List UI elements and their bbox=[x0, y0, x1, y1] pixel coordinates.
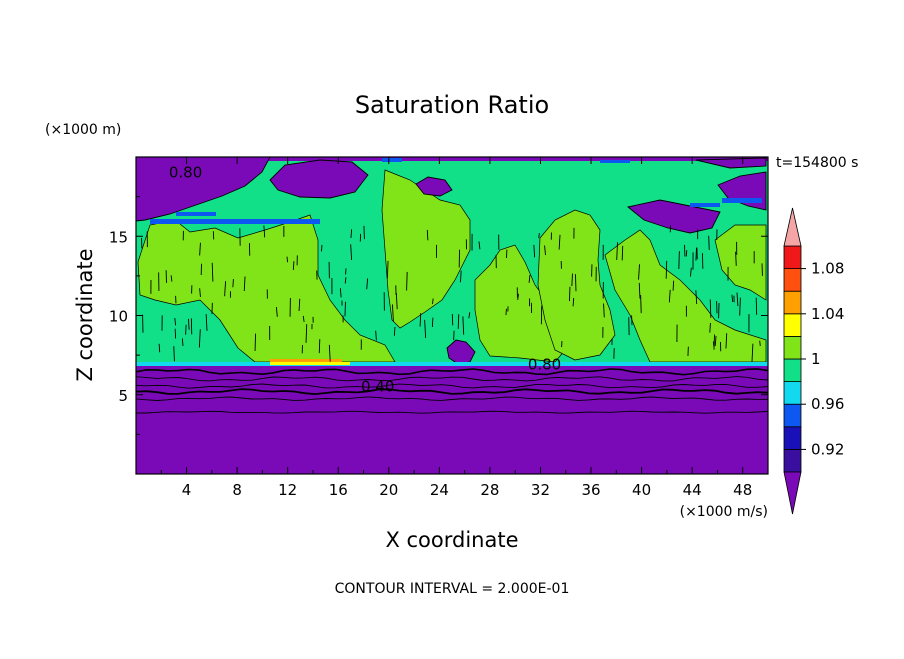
x-tick-label: 24 bbox=[430, 481, 449, 499]
fringe-blue bbox=[150, 219, 320, 224]
streak-contour bbox=[394, 327, 395, 336]
streak-contour bbox=[622, 246, 623, 261]
colorbar-segment bbox=[784, 449, 801, 472]
colorbar-tick-label: 0.96 bbox=[811, 395, 844, 413]
y-tick-label: 5 bbox=[118, 387, 128, 405]
colorbar-under-triangle bbox=[784, 472, 801, 514]
contour-label: 0.40 bbox=[361, 378, 394, 396]
x-tick-label: 44 bbox=[683, 481, 702, 499]
fringe-blue bbox=[176, 212, 216, 216]
dry-intrusion bbox=[270, 160, 368, 198]
x-tick-label: 40 bbox=[632, 481, 651, 499]
fringe-blue bbox=[600, 160, 630, 163]
x-tick-label: 28 bbox=[480, 481, 499, 499]
streak-contour bbox=[182, 338, 183, 346]
y-tick-label: 15 bbox=[109, 228, 128, 246]
colorbar-tick-label: 0.92 bbox=[811, 440, 844, 458]
streak-contour bbox=[255, 334, 256, 351]
time-label: t=154800 s bbox=[776, 155, 858, 171]
streak-contour bbox=[433, 299, 434, 305]
streak-contour bbox=[233, 279, 234, 287]
streak-contour bbox=[679, 251, 680, 269]
x-tick-label: 48 bbox=[733, 481, 752, 499]
x-tick-label: 36 bbox=[581, 481, 600, 499]
streak-contour bbox=[666, 261, 667, 279]
fringe-cyan bbox=[136, 362, 768, 366]
colorbar-tick-label: 1 bbox=[811, 350, 821, 368]
streak-contour bbox=[427, 230, 428, 240]
y-tick-label: 10 bbox=[109, 308, 128, 326]
streak-contour bbox=[713, 341, 714, 346]
x-tick-label: 4 bbox=[182, 481, 192, 499]
streak-contour bbox=[321, 245, 322, 252]
y-unit-label: (×1000 m) bbox=[45, 122, 121, 138]
streak-contour bbox=[641, 295, 642, 313]
colorbar-tick-label: 1.08 bbox=[811, 260, 844, 278]
streak-contour bbox=[458, 314, 459, 329]
colorbar-segment bbox=[784, 246, 801, 269]
x-tick-label: 32 bbox=[531, 481, 550, 499]
streak-contour bbox=[573, 298, 574, 306]
streak-contour bbox=[696, 248, 697, 261]
x-tick-label: 8 bbox=[232, 481, 242, 499]
colorbar-segment bbox=[784, 269, 801, 292]
colorbar: 0.92 0.96 1 1.04 1.08 bbox=[784, 208, 844, 514]
streak-contour bbox=[710, 323, 711, 333]
colorbar-segment bbox=[784, 314, 801, 337]
streak-contour bbox=[539, 233, 540, 238]
colorbar-segment bbox=[784, 427, 801, 450]
streak-contour bbox=[287, 257, 288, 263]
streak-contour bbox=[686, 250, 687, 256]
streak-contour bbox=[760, 341, 761, 346]
contour-label: 0.80 bbox=[169, 164, 202, 182]
streak-contour bbox=[575, 274, 576, 291]
colorbar-segment bbox=[784, 336, 801, 359]
fringe-blue bbox=[722, 198, 762, 203]
streak-contour bbox=[710, 299, 711, 317]
colorbar-segment bbox=[784, 404, 801, 427]
fringe-blue bbox=[690, 203, 720, 207]
streak-contour bbox=[407, 272, 408, 291]
streak-contour bbox=[319, 339, 320, 353]
streak-contour bbox=[673, 281, 674, 291]
streak-contour bbox=[709, 236, 710, 250]
contour-interval-text: CONTOUR INTERVAL = 2.000E-01 bbox=[335, 581, 570, 597]
x-tick-label: 12 bbox=[278, 481, 297, 499]
colorbar-segment bbox=[784, 291, 801, 314]
contour-label: 0.80 bbox=[528, 355, 561, 373]
streak-contour bbox=[188, 319, 189, 330]
x-tick-label: 20 bbox=[379, 481, 398, 499]
y-axis-label: Z coordinate bbox=[73, 248, 97, 381]
colorbar-segment bbox=[784, 359, 801, 382]
fringe-blue bbox=[382, 158, 402, 162]
streak-contour bbox=[159, 344, 160, 352]
chart-title: Saturation Ratio bbox=[355, 91, 549, 119]
x-tick-label: 16 bbox=[329, 481, 348, 499]
x-axis-label: X coordinate bbox=[385, 528, 518, 552]
streak-contour bbox=[293, 261, 294, 270]
x-unit-label: (×1000 m/s) bbox=[680, 504, 768, 520]
colorbar-tick-label: 1.04 bbox=[811, 305, 844, 323]
colorbar-over-triangle bbox=[784, 208, 801, 246]
colorbar-segment bbox=[784, 382, 801, 405]
streak-contour bbox=[174, 346, 175, 361]
streak-yellow bbox=[270, 362, 350, 365]
